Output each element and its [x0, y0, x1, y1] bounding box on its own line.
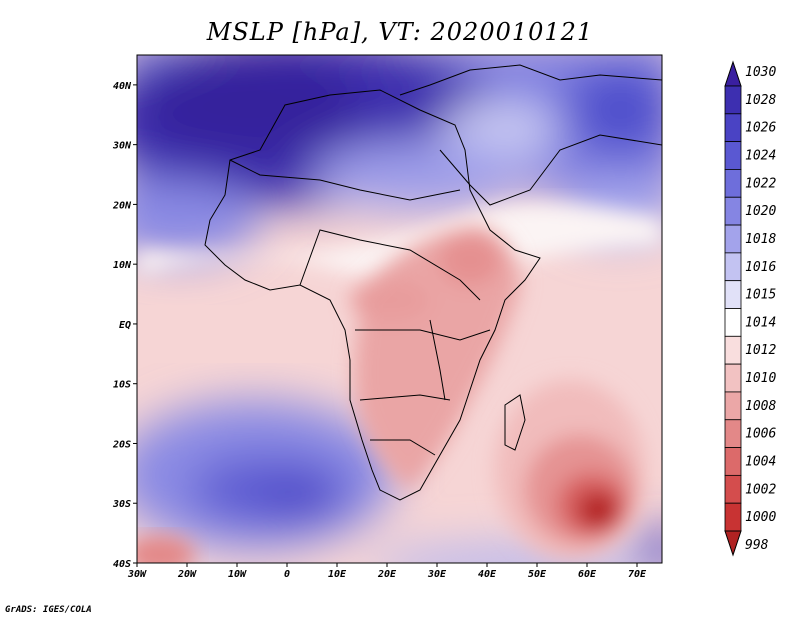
colorbar-label: 1020 [745, 204, 776, 219]
colorbar-label: 1010 [745, 371, 776, 386]
colorbar-label: 1022 [745, 176, 776, 191]
colorbar-label: 998 [745, 538, 769, 553]
x-tick-label: 70E [628, 569, 647, 580]
colorbar-swatch [724, 419, 742, 448]
colorbar-label: 1030 [745, 65, 776, 80]
y-tick-label: 10S [113, 380, 131, 391]
colorbar-label: 1026 [745, 121, 776, 136]
pressure-field [137, 55, 662, 563]
x-axis-ticks: 30W 20W 10W 0 10E 20E 30E 40E 50E 60E 70E [127, 563, 647, 580]
y-tick-label: 20N [112, 200, 132, 211]
colorbar-label: 1018 [745, 232, 776, 247]
colorbar-label: 1014 [745, 315, 776, 330]
grads-credit: GrADS: IGES/COLA [5, 605, 92, 615]
x-tick-label: 50E [528, 569, 547, 580]
coastlines [204, 64, 662, 501]
x-tick-label: 10W [228, 569, 247, 580]
colorbar-swatch [724, 141, 742, 170]
colorbar-label: 1024 [745, 149, 776, 164]
x-tick-label: 30W [127, 569, 147, 580]
colorbar-swatch [724, 391, 742, 421]
y-tick-label: 30S [112, 499, 131, 510]
colorbar-label: 1028 [745, 93, 776, 108]
colorbar-label: 1002 [745, 482, 776, 497]
colorbar-swatch [724, 363, 742, 393]
colorbar-swatch [724, 113, 742, 143]
x-tick-label: 20W [177, 569, 197, 580]
x-tick-label: 30E [427, 569, 447, 580]
colorbar-label: 1006 [745, 427, 776, 442]
colorbar-swatch [724, 502, 742, 532]
colorbar-swatch [724, 280, 742, 309]
y-tick-label: 20S [112, 439, 131, 450]
colorbar: 1030 1028 1026 1024 1022 1020 1018 1016 1015 1014… [724, 60, 776, 557]
y-axis-ticks: 40N 30N 20N 10N EQ 10S 20S 30S 40S [112, 81, 137, 570]
colorbar-swatch [724, 196, 742, 226]
colorbar-swatch [724, 474, 742, 504]
colorbar-bottom-arrow [724, 530, 742, 557]
colorbar-label: 1015 [745, 288, 776, 303]
y-tick-label: 40N [113, 81, 132, 92]
colorbar-label: 1000 [745, 510, 776, 525]
map-frame [136, 54, 663, 564]
colorbar-swatch [724, 85, 742, 115]
x-tick-label: 0 [284, 569, 290, 580]
y-tick-label: 10N [113, 260, 132, 271]
y-tick-label: 30N [112, 141, 132, 152]
plot-title: MSLP [hPa], VT: 2020010121 [206, 18, 593, 46]
x-tick-label: 40E [478, 569, 497, 580]
colorbar-swatch [724, 335, 742, 365]
colorbar-swatch [724, 308, 742, 337]
colorbar-top-arrow [724, 60, 742, 87]
colorbar-swatch [724, 252, 742, 282]
x-tick-label: 20E [377, 569, 397, 580]
colorbar-swatch [724, 224, 742, 254]
x-tick-label: 10E [328, 569, 347, 580]
colorbar-label: 1008 [745, 399, 776, 414]
colorbar-swatch [724, 447, 742, 476]
colorbar-label: 1004 [745, 454, 776, 469]
y-tick-label: 40S [113, 559, 131, 570]
x-tick-label: 60E [578, 569, 597, 580]
colorbar-swatch [724, 169, 742, 198]
colorbar-label: 1012 [745, 343, 776, 358]
y-tick-label: EQ [119, 320, 131, 331]
colorbar-label: 1016 [745, 260, 776, 275]
